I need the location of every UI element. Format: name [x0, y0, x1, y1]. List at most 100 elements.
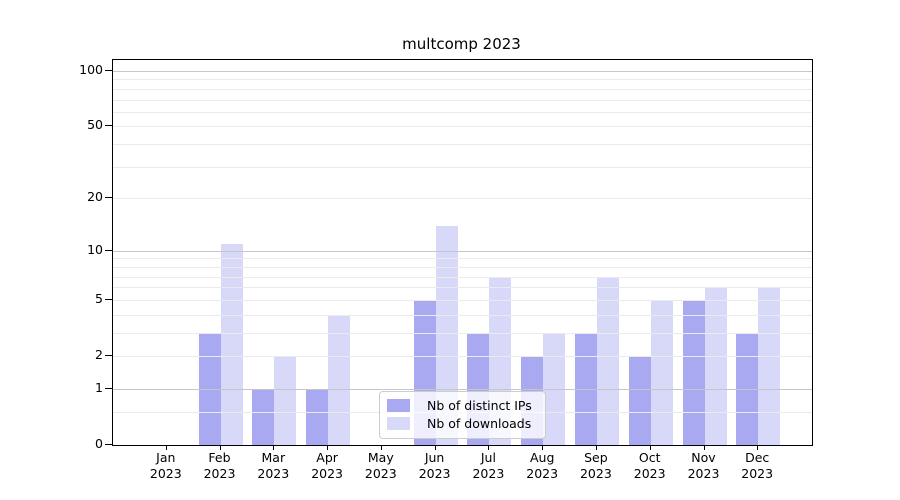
- bar-sep-s1: [596, 276, 619, 445]
- gridline-major: [113, 388, 812, 390]
- x-tick-label: Oct 2023: [618, 450, 682, 481]
- bar-apr-s0: [306, 388, 329, 445]
- x-tick-mark: [757, 445, 759, 450]
- gridline-minor: [113, 99, 812, 101]
- gridline-minor: [113, 276, 812, 278]
- gridline-minor: [113, 79, 812, 81]
- y-tick-mark: [105, 355, 112, 356]
- x-tick-label: Jul 2023: [456, 450, 520, 481]
- bar-nov-s0: [682, 299, 705, 445]
- x-tick-mark: [380, 445, 382, 450]
- x-tick-month: Feb: [208, 450, 231, 465]
- y-tick-label: 0: [95, 436, 103, 451]
- bar-jun-s1: [435, 225, 458, 445]
- bar-mar-s1: [274, 356, 297, 445]
- bar-nov-s1: [704, 287, 727, 445]
- y-tick-mark: [105, 70, 112, 71]
- x-tick-mark: [595, 445, 597, 450]
- x-tick-year: 2023: [741, 465, 774, 481]
- legend-swatch: [387, 417, 410, 430]
- x-tick-mark: [434, 445, 436, 450]
- x-tick-year: 2023: [579, 465, 612, 481]
- gridline-minor: [113, 144, 812, 146]
- bar-mar-s0: [252, 388, 275, 445]
- gridline-minor: [113, 88, 812, 90]
- x-tick-mark: [219, 445, 221, 450]
- x-tick-year: 2023: [364, 465, 397, 481]
- x-tick-label: Nov 2023: [672, 450, 736, 481]
- x-tick-label: Mar 2023: [241, 450, 305, 481]
- bar-feb-s1: [220, 243, 243, 445]
- x-tick-month: May: [367, 450, 394, 465]
- x-tick-mark: [327, 445, 329, 450]
- gridline-minor: [113, 332, 812, 334]
- x-tick-month: Aug: [529, 450, 555, 465]
- x-tick-label: Apr 2023: [295, 450, 359, 481]
- x-tick-year: 2023: [687, 465, 720, 481]
- bar-dec-s1: [758, 287, 781, 445]
- legend-entry: Nb of downloads: [387, 416, 535, 431]
- bar-apr-s1: [328, 314, 351, 445]
- y-tick-label: 2: [95, 347, 103, 362]
- x-tick-year: 2023: [203, 465, 236, 481]
- gridline-minor: [113, 258, 812, 260]
- x-tick-month: Jul: [480, 450, 496, 465]
- x-tick-label: Jan 2023: [134, 450, 198, 481]
- y-tick-label: 10: [87, 241, 103, 257]
- x-tick-year: 2023: [257, 465, 290, 481]
- x-tick-label: Feb 2023: [188, 450, 252, 481]
- x-tick-year: 2023: [149, 465, 182, 481]
- x-tick-year: 2023: [311, 465, 343, 481]
- gridline-minor: [113, 166, 812, 168]
- x-tick-month: Oct: [638, 450, 661, 465]
- x-tick-month: Sep: [584, 450, 608, 465]
- x-tick-year: 2023: [418, 465, 451, 481]
- gridline-minor: [113, 266, 812, 268]
- x-tick-mark: [488, 445, 490, 450]
- y-tick-label: 5: [95, 290, 103, 306]
- gridline-major: [113, 71, 812, 72]
- legend-swatch: [387, 399, 410, 412]
- x-tick-month: Nov: [691, 450, 716, 465]
- x-tick-label: Dec 2023: [725, 450, 789, 481]
- y-tick-mark: [105, 197, 112, 199]
- y-tick-label: 100: [79, 62, 103, 77]
- x-tick-mark: [703, 445, 705, 450]
- legend-entry: Nb of distinct IPs: [387, 398, 535, 413]
- y-tick-mark: [105, 444, 112, 445]
- x-tick-mark: [542, 445, 544, 450]
- x-tick-label: Aug 2023: [510, 450, 574, 481]
- y-tick-label: 50: [87, 117, 103, 133]
- y-tick-mark: [105, 249, 112, 251]
- chart-title: multcomp 2023: [402, 35, 521, 53]
- x-tick-month: Jun: [424, 450, 445, 465]
- y-tick-mark: [105, 125, 112, 127]
- y-tick-mark: [105, 387, 112, 389]
- x-tick-label: May 2023: [349, 450, 413, 481]
- gridline-minor: [113, 198, 812, 200]
- gridline-minor: [113, 299, 812, 301]
- bar-oct-s1: [650, 299, 673, 445]
- x-tick-mark: [165, 445, 167, 450]
- gridline-minor: [113, 126, 812, 128]
- gridline-minor: [113, 111, 812, 113]
- legend: Nb of distinct IPs Nb of downloads: [379, 391, 546, 439]
- x-tick-month: Apr: [316, 450, 338, 465]
- x-tick-month: Mar: [261, 450, 286, 465]
- x-tick-month: Dec: [745, 450, 770, 465]
- y-tick-mark: [105, 298, 112, 300]
- plot-area: Nb of distinct IPs Nb of downloads: [112, 59, 813, 446]
- bar-oct-s0: [628, 356, 651, 445]
- gridline-minor: [113, 314, 812, 316]
- x-tick-year: 2023: [526, 465, 559, 481]
- x-tick-year: 2023: [633, 465, 666, 481]
- legend-label: Nb of downloads: [427, 416, 532, 431]
- x-tick-month: Jan: [156, 450, 176, 465]
- gridline-major: [113, 250, 812, 252]
- legend-label: Nb of distinct IPs: [427, 398, 532, 413]
- y-tick-label: 1: [95, 379, 103, 395]
- x-tick-year: 2023: [472, 465, 505, 481]
- x-tick-mark: [649, 445, 651, 450]
- x-tick-label: Jun 2023: [403, 450, 467, 481]
